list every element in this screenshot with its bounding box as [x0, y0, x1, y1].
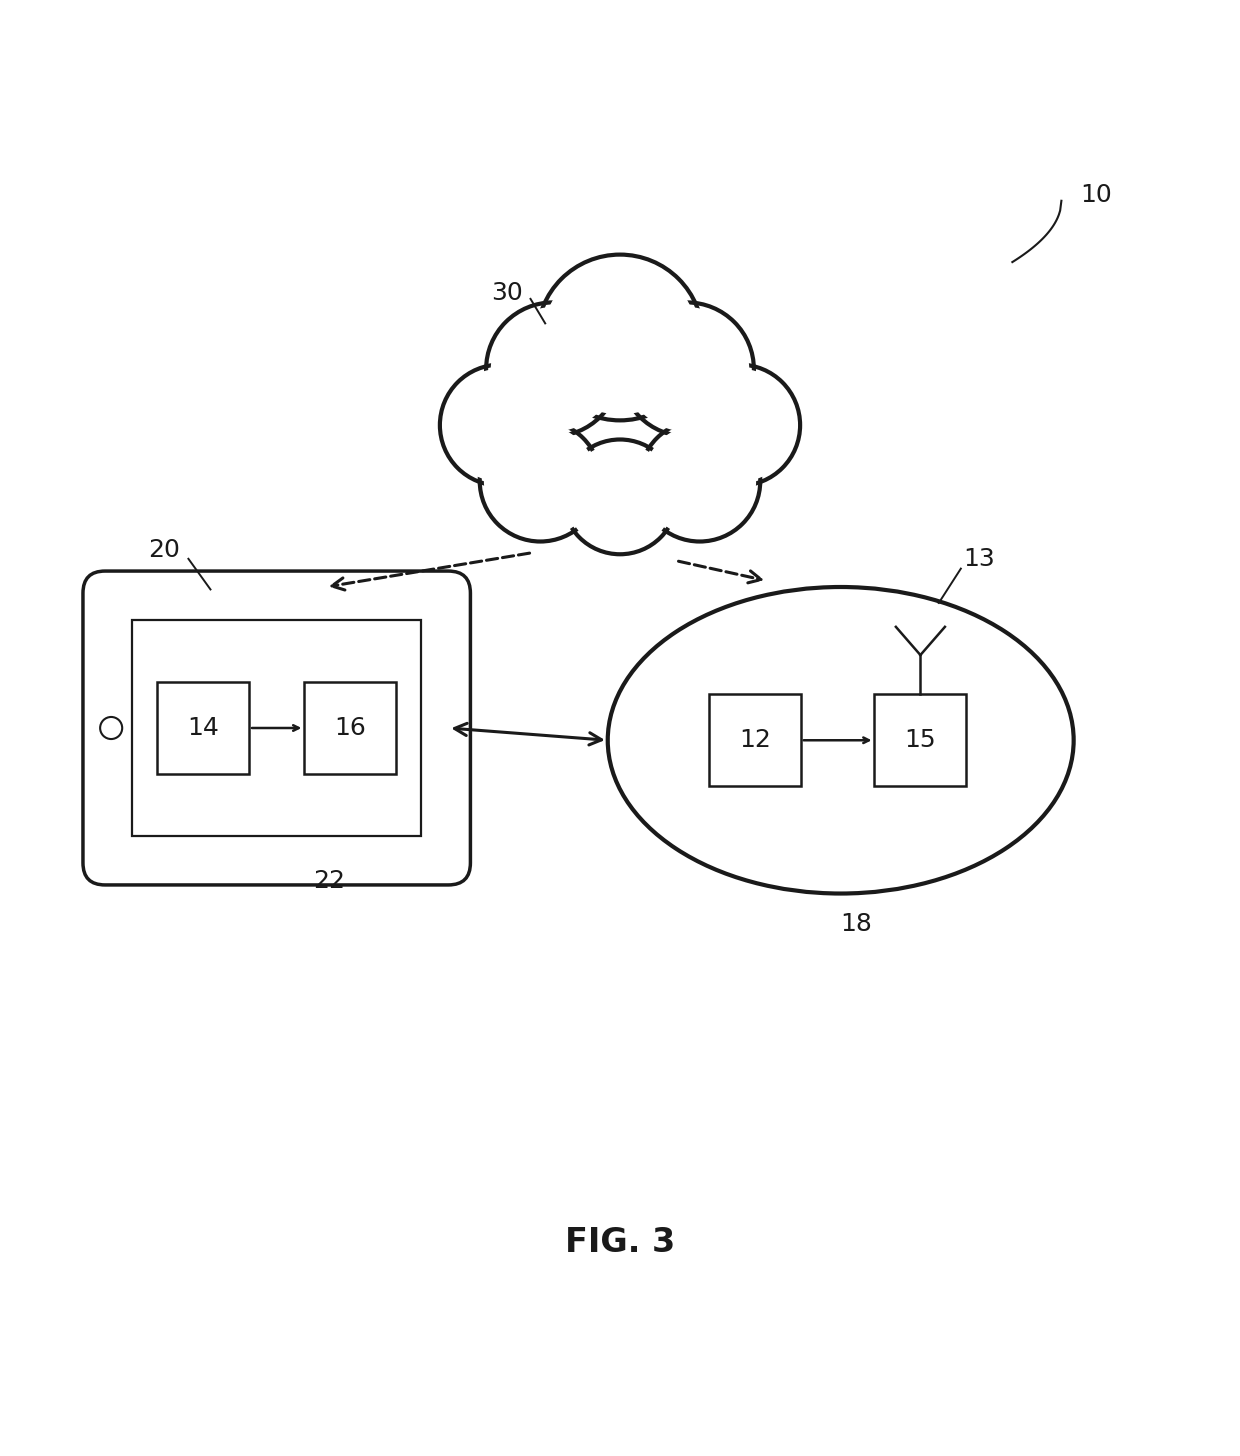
Text: 16: 16	[335, 716, 366, 740]
Circle shape	[480, 421, 601, 542]
Circle shape	[563, 440, 677, 555]
FancyBboxPatch shape	[131, 620, 422, 836]
Ellipse shape	[608, 587, 1074, 894]
FancyBboxPatch shape	[874, 695, 966, 786]
FancyBboxPatch shape	[157, 681, 249, 775]
Text: 14: 14	[187, 716, 219, 740]
Circle shape	[445, 370, 557, 480]
Text: 20: 20	[148, 539, 180, 562]
Text: 22: 22	[314, 869, 346, 894]
Circle shape	[680, 364, 800, 486]
Circle shape	[491, 307, 615, 431]
Circle shape	[683, 370, 795, 480]
Circle shape	[567, 444, 673, 550]
FancyBboxPatch shape	[709, 695, 801, 786]
Circle shape	[639, 421, 760, 542]
Text: 15: 15	[905, 728, 936, 753]
FancyBboxPatch shape	[83, 571, 470, 885]
Text: 18: 18	[841, 911, 873, 936]
Circle shape	[100, 716, 123, 740]
Circle shape	[440, 364, 560, 486]
Circle shape	[485, 425, 596, 537]
Text: 10: 10	[1080, 182, 1111, 207]
Text: 13: 13	[963, 547, 994, 571]
FancyBboxPatch shape	[304, 681, 397, 775]
Circle shape	[544, 261, 696, 414]
Circle shape	[537, 255, 703, 421]
Text: 12: 12	[739, 728, 771, 753]
Text: 30: 30	[491, 281, 523, 304]
Circle shape	[486, 303, 620, 437]
Circle shape	[620, 303, 754, 437]
Circle shape	[625, 307, 749, 431]
Circle shape	[644, 425, 755, 537]
Text: FIG. 3: FIG. 3	[565, 1226, 675, 1259]
